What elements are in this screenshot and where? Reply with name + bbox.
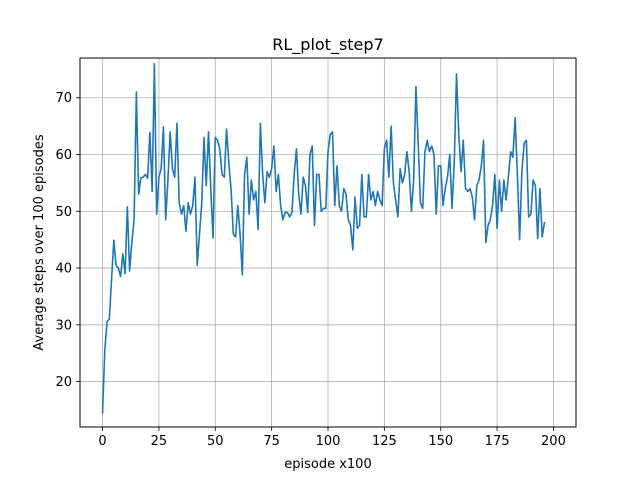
y-tick-label: 50	[55, 205, 72, 220]
x-tick-label: 100	[316, 434, 341, 449]
series-line	[101, 62, 546, 414]
x-tick-label: 75	[263, 434, 280, 449]
y-axis-label: Average steps over 100 episodes	[32, 134, 47, 350]
grid-lines	[80, 58, 576, 427]
ticks: 0 25 50 75 100 125 150 175 200 20 30 40 50 60 70	[55, 91, 565, 449]
y-tick-label: 70	[55, 91, 72, 106]
x-tick-label: 200	[541, 434, 566, 449]
y-tick-label: 20	[55, 375, 72, 390]
x-tick-label: 125	[372, 434, 397, 449]
y-tick-label: 40	[55, 262, 72, 277]
x-tick-label: 175	[485, 434, 510, 449]
x-tick-label: 50	[207, 434, 224, 449]
y-tick-label: 30	[55, 318, 72, 333]
plot-area: 0 25 50 75 100 125 150 175 200 20 30 40 50 60 70	[55, 57, 577, 449]
x-axis-label: episode x100	[284, 457, 371, 472]
y-tick-label: 60	[55, 148, 72, 163]
x-tick-label: 150	[428, 434, 453, 449]
chart-title: RL_plot_step7	[272, 35, 383, 55]
x-tick-label: 25	[151, 434, 168, 449]
x-tick-label: 0	[98, 434, 106, 449]
